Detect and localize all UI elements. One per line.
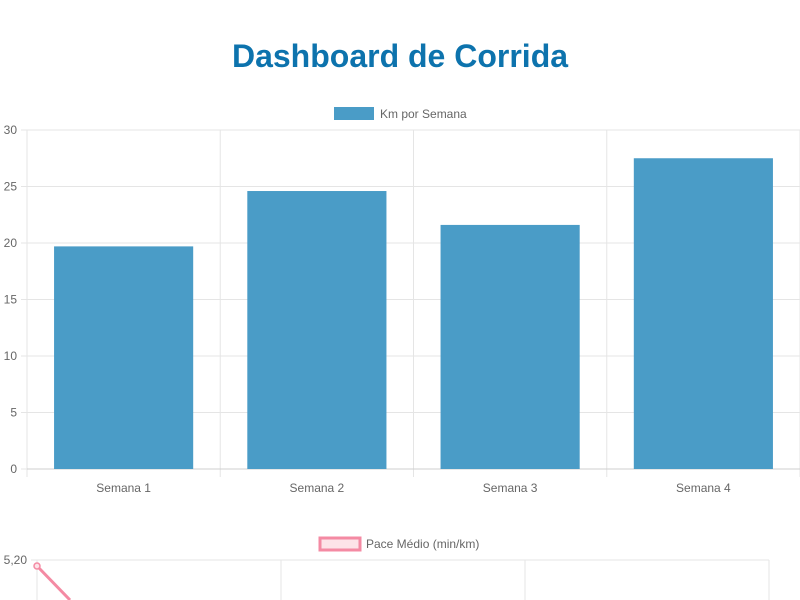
page-title: Dashboard de Corrida [231,38,569,74]
x-tick-label: Semana 2 [290,481,345,495]
bar [440,224,580,469]
bar [54,246,194,469]
bar [247,191,387,469]
y-tick-label: 20 [4,236,18,250]
legend-swatch [334,107,374,120]
x-tick-label: Semana 1 [96,481,151,495]
legend-label: Pace Médio (min/km) [366,537,479,551]
y-tick-label: 10 [4,349,18,363]
y-tick-label: 25 [4,180,18,194]
y-tick-label: 5 [10,406,17,420]
legend-swatch [318,536,362,552]
x-tick-label: Semana 3 [483,481,538,495]
y-tick-label: 0 [10,462,17,476]
bar-chart: 0 5 10 15 20 25 30 Semana 1 Semana 2 Semana 3 Sema… [4,107,800,495]
data-point [33,562,41,570]
y-tick-label: 30 [4,123,18,137]
x-tick-label: Semana 4 [676,481,731,495]
y-tick-label: 5,20 [4,553,28,567]
y-tick-label: 15 [4,293,18,307]
bar [633,158,773,469]
legend-label: Km por Semana [380,107,467,121]
pace-line [35,564,72,600]
